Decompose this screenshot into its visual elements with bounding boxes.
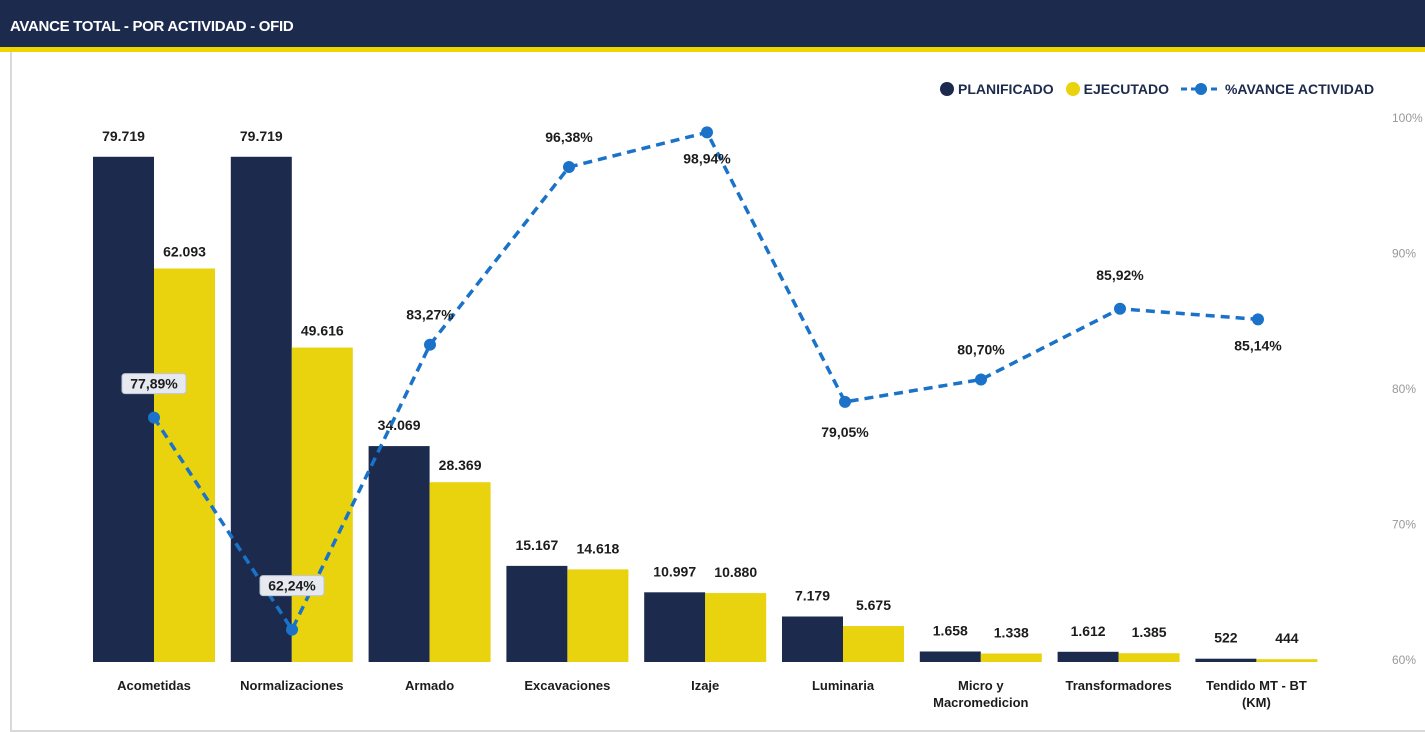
data-label-executed: 49.616 <box>301 323 344 339</box>
bar-planned[interactable] <box>782 616 843 662</box>
category-label: Tendido MT - BT <box>1206 678 1307 693</box>
chart-panel <box>10 52 1425 732</box>
progress-label: 80,70% <box>957 342 1005 358</box>
bar-planned[interactable] <box>919 651 981 662</box>
category-label: Armado <box>405 678 454 693</box>
legend: PLANIFICADO EJECUTADO %AVANCE ACTIVIDAD <box>940 78 1380 100</box>
category-label: (KM) <box>1242 695 1271 710</box>
progress-label: 85,92% <box>1096 267 1144 283</box>
progress-label: 77,89% <box>130 376 178 392</box>
legend-item-planned[interactable]: PLANIFICADO <box>940 81 1054 97</box>
progress-label: 96,38% <box>545 129 593 145</box>
data-label-executed: 62.093 <box>163 243 206 259</box>
legend-swatch-executed <box>1065 82 1080 96</box>
progress-label-box <box>121 373 187 395</box>
data-label-planned: 79.719 <box>240 128 283 144</box>
category-label: Macromedicion <box>933 695 1028 710</box>
data-label-planned: 7.179 <box>795 588 830 604</box>
bar-planned[interactable] <box>93 156 154 663</box>
data-label-planned: 1.612 <box>1071 623 1106 639</box>
chart-header: AVANCE TOTAL - POR ACTIVIDAD - OFID <box>0 0 1425 52</box>
bar-executed[interactable] <box>843 626 904 662</box>
category-label: Luminaria <box>812 678 875 693</box>
data-label-planned: 1.658 <box>933 622 968 638</box>
legend-item-progress[interactable]: %AVANCE ACTIVIDAD <box>1180 81 1375 97</box>
data-label-executed: 28.369 <box>439 457 482 473</box>
y2-tick-label: 90% <box>1392 247 1416 261</box>
progress-label: 79,05% <box>821 424 869 440</box>
bar-executed[interactable] <box>980 653 1042 662</box>
progress-label: 83,27% <box>406 307 454 323</box>
bar-executed[interactable] <box>1118 653 1180 662</box>
chart-title: AVANCE TOTAL - POR ACTIVIDAD - OFID <box>10 18 294 35</box>
data-label-planned: 522 <box>1214 630 1238 646</box>
data-label-executed: 5.675 <box>856 597 891 613</box>
data-label-planned: 10.997 <box>653 563 696 579</box>
progress-point[interactable] <box>148 411 160 424</box>
legend-label-progress: %AVANCE ACTIVIDAD <box>1224 81 1375 97</box>
data-label-planned: 34.069 <box>378 417 421 433</box>
progress-label: 85,14% <box>1234 337 1282 353</box>
data-label-executed: 14.618 <box>576 540 619 556</box>
bar-planned[interactable] <box>644 592 706 662</box>
progress-point[interactable] <box>701 126 713 139</box>
bar-planned[interactable] <box>368 446 430 662</box>
progress-point[interactable] <box>563 161 575 174</box>
y2-tick-label: 70% <box>1392 518 1416 532</box>
category-label: Normalizaciones <box>240 678 343 693</box>
progress-label: 98,94% <box>683 150 731 166</box>
legend-swatch-progress <box>1180 83 1221 95</box>
legend-label-executed: EJECUTADO <box>1083 81 1169 97</box>
bar-executed[interactable] <box>567 569 629 662</box>
data-label-planned: 79.719 <box>102 128 145 144</box>
bar-planned[interactable] <box>1057 651 1119 662</box>
data-label-executed: 444 <box>1275 630 1299 646</box>
bar-planned[interactable] <box>506 565 568 662</box>
bar-executed[interactable] <box>154 268 215 662</box>
y2-tick-label: 60% <box>1392 653 1416 667</box>
y2-tick-label: 80% <box>1392 382 1416 396</box>
legend-label-planned: PLANIFICADO <box>958 81 1054 97</box>
data-label-executed: 10.880 <box>714 564 757 580</box>
progress-point[interactable] <box>975 373 987 386</box>
progress-point[interactable] <box>424 338 436 351</box>
category-label: Izaje <box>691 678 719 693</box>
y2-tick-label: 100% <box>1392 111 1423 125</box>
progress-point[interactable] <box>1114 302 1126 315</box>
category-label: Transformadores <box>1065 678 1171 693</box>
bar-executed[interactable] <box>429 482 491 662</box>
bar-planned[interactable] <box>1195 658 1257 662</box>
category-label: Micro y <box>958 678 1004 693</box>
progress-point[interactable] <box>286 623 298 636</box>
progress-point[interactable] <box>1252 313 1264 326</box>
data-label-executed: 1.385 <box>1132 624 1167 640</box>
data-label-planned: 15.167 <box>515 537 558 553</box>
category-label: Excavaciones <box>524 678 610 693</box>
category-label: Acometidas <box>117 678 191 693</box>
bar-executed[interactable] <box>1256 659 1318 662</box>
bar-executed[interactable] <box>705 593 767 662</box>
legend-swatch-planned <box>940 82 954 96</box>
progress-label-box <box>259 575 325 597</box>
data-label-executed: 1.338 <box>994 625 1029 641</box>
progress-point[interactable] <box>839 395 851 408</box>
progress-label: 62,24% <box>268 578 316 594</box>
legend-item-executed[interactable]: EJECUTADO <box>1065 81 1169 97</box>
